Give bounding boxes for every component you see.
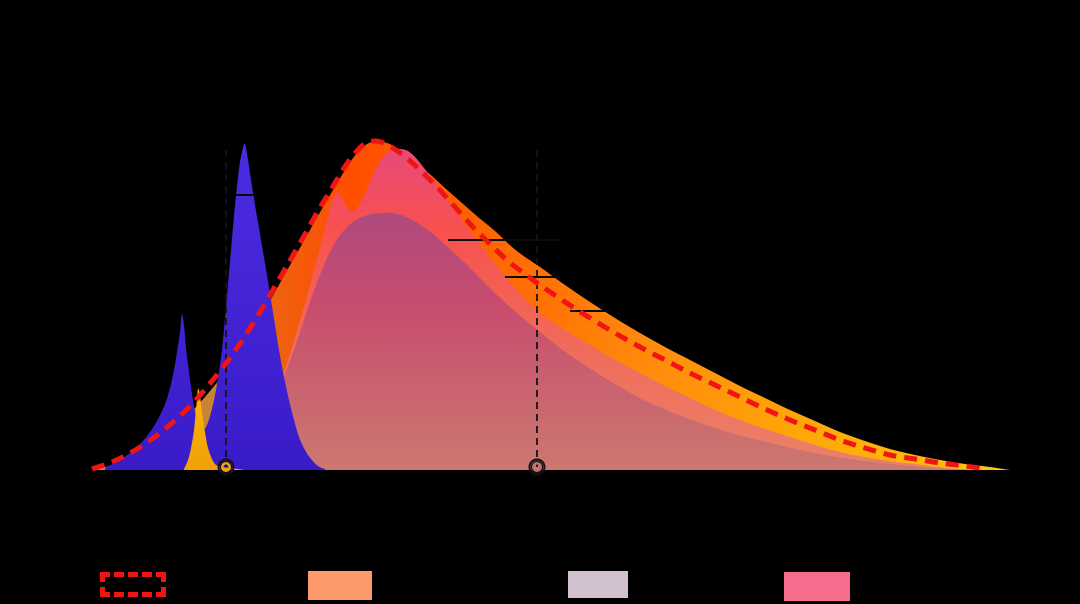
baseline-marker-mid-ring-1 bbox=[219, 460, 233, 474]
baseline-marker-outer-ring-1 bbox=[217, 458, 235, 476]
baseline-marker-inner-ring-1 bbox=[220, 461, 232, 473]
total-dashed-envelope bbox=[91, 138, 988, 472]
baseline-marker-outer-ring-2 bbox=[528, 458, 546, 476]
lavender-distribution-area bbox=[92, 212, 975, 471]
baseline-marker-inner-ring-2 bbox=[531, 461, 543, 473]
yellow-spike-distribution-area bbox=[184, 388, 244, 470]
chart-layers bbox=[91, 138, 1010, 476]
legend-swatch-lavender-component bbox=[568, 571, 628, 598]
blue-narrow-distribution-area bbox=[105, 143, 325, 470]
baseline-marker-mid-ring-2 bbox=[530, 460, 544, 474]
legend-swatch-pink-component bbox=[784, 572, 850, 601]
legend-swatch-orange-component bbox=[308, 571, 372, 600]
legend-swatch-total bbox=[100, 572, 166, 597]
